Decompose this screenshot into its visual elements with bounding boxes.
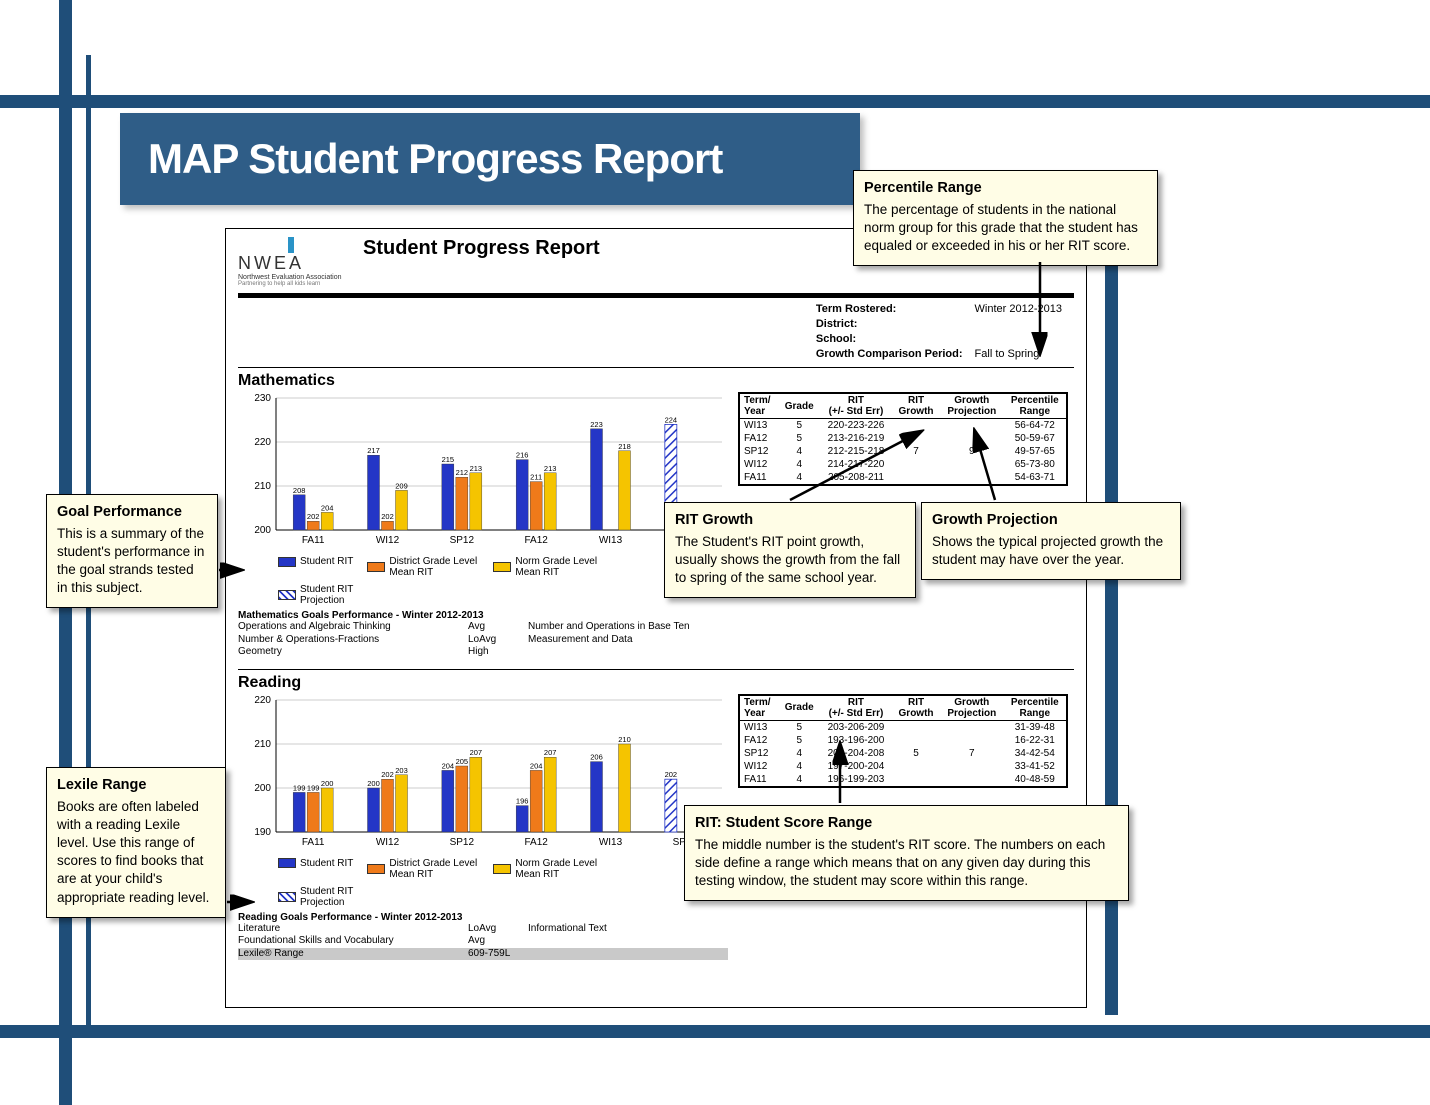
arrows-layer [0,0,1430,1105]
